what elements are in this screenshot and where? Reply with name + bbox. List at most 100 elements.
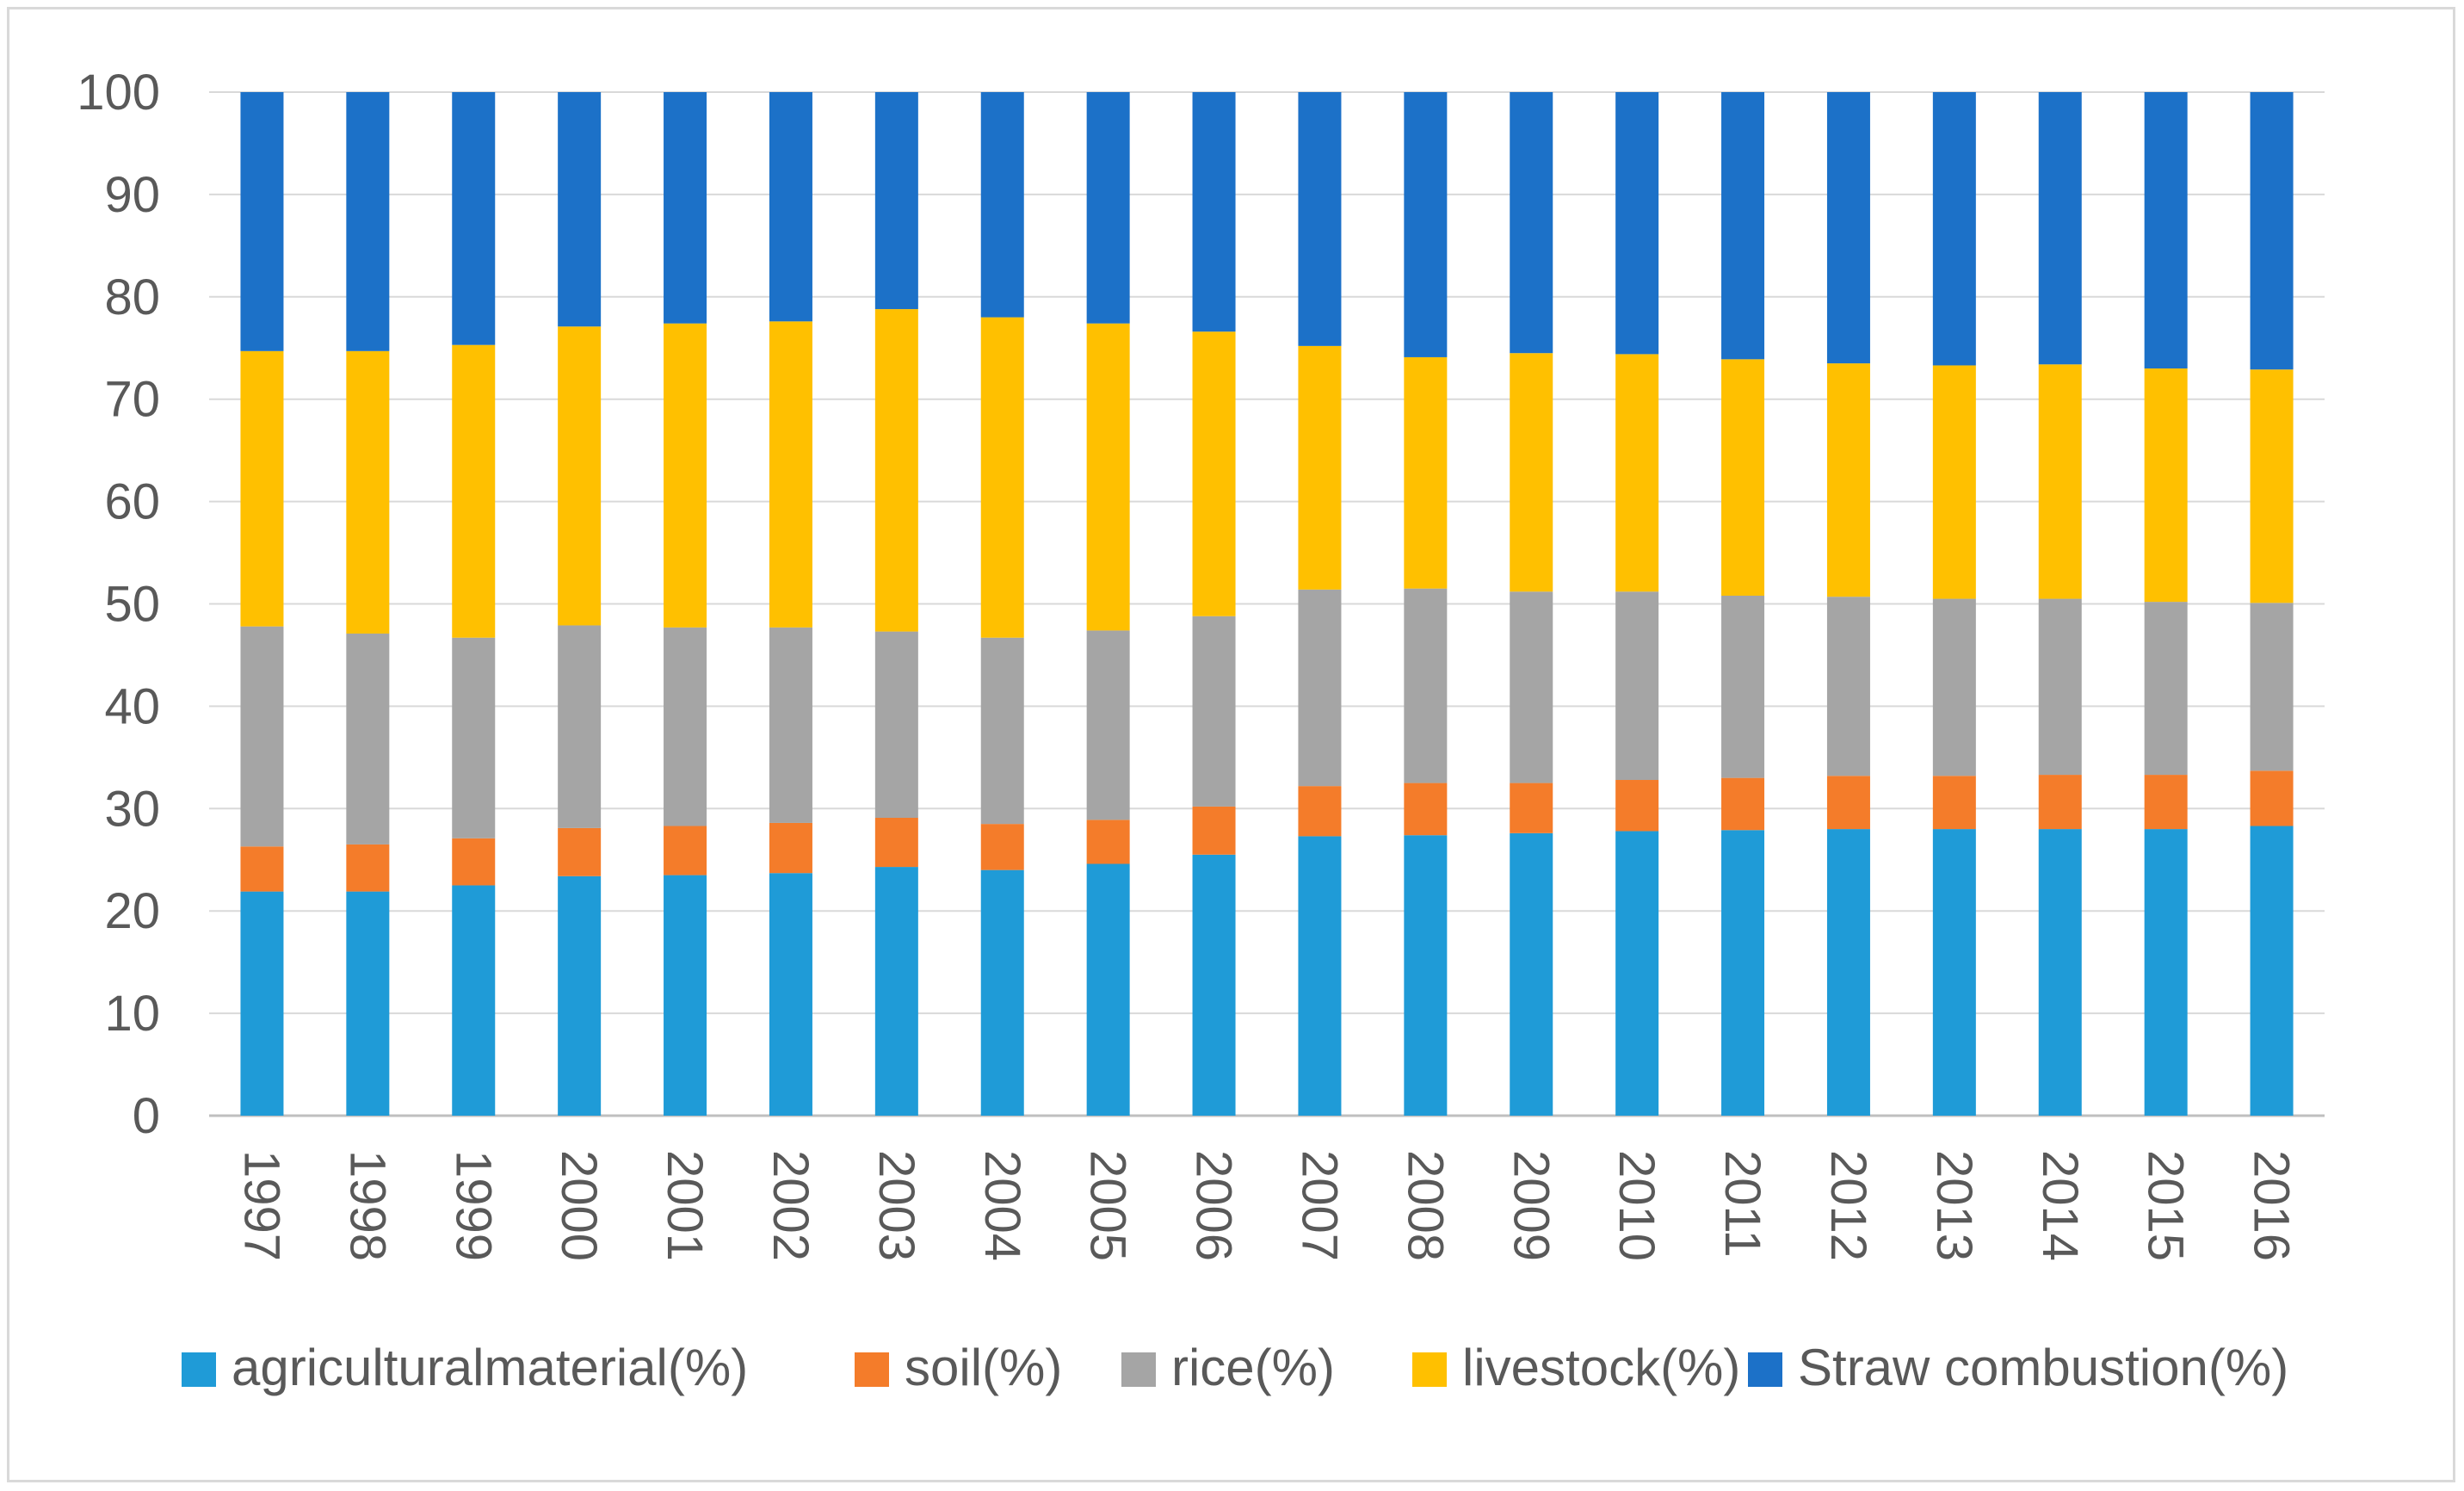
bar-segment	[1298, 345, 1342, 590]
bar-segment	[1721, 830, 1765, 1116]
y-tick-label: 60	[104, 474, 160, 530]
bar-segment	[1404, 835, 1448, 1116]
bar-segment	[558, 92, 602, 327]
legend-label: Straw combustion(%)	[1798, 1339, 2288, 1396]
legend-swatch	[182, 1352, 216, 1387]
bar-segment	[452, 344, 496, 638]
legend-swatch	[1748, 1352, 1782, 1387]
legend-swatch	[1412, 1352, 1447, 1387]
x-tick-label: 2000	[551, 1150, 607, 1261]
x-tick-label: 2001	[657, 1150, 713, 1261]
bar-segment	[1404, 356, 1448, 589]
bar-segment	[1615, 354, 1659, 592]
bar-segment	[1826, 92, 1870, 364]
x-tick-label: 2006	[1186, 1150, 1242, 1261]
bar-segment	[980, 317, 1024, 638]
bar-segment	[346, 844, 390, 892]
bar-segment	[1192, 616, 1236, 807]
x-tick-label: 2009	[1503, 1150, 1559, 1261]
x-tick-label: 2012	[1820, 1150, 1876, 1261]
bar-segment	[769, 321, 812, 628]
x-tick-label: 2015	[2138, 1150, 2194, 1261]
bar-segment	[1298, 92, 1342, 346]
legend-swatch	[855, 1352, 889, 1387]
x-tick-label: 2013	[1926, 1150, 1982, 1261]
bar-segment	[1721, 595, 1765, 778]
bar-segment	[452, 838, 496, 886]
bar-segment	[1510, 353, 1553, 592]
legend-swatch	[1121, 1352, 1156, 1387]
bar-segment	[1192, 92, 1236, 332]
bar-segment	[2038, 92, 2082, 365]
x-tick-label: 2007	[1291, 1150, 1347, 1261]
bar-segment	[1510, 591, 1553, 783]
bar-segment	[240, 350, 284, 627]
bar-segment	[558, 875, 602, 1116]
x-tick-label: 2014	[2032, 1150, 2088, 1261]
bar-segment	[1510, 92, 1553, 354]
bar-segment	[2144, 775, 2188, 830]
bar-segment	[769, 627, 812, 823]
chart-frame: 0 10 20 30 40 50 60 70 80 90 100 1997 1998 1999 2000 20…	[7, 7, 2455, 1482]
bar-segment	[1932, 776, 1976, 830]
x-tick-label: 2005	[1080, 1150, 1136, 1261]
bar-segment	[452, 637, 496, 838]
bar-segment	[452, 92, 496, 345]
bar-segment	[769, 92, 812, 322]
bar-segment	[558, 326, 602, 626]
bar-segment	[874, 309, 918, 632]
y-tick-label: 80	[104, 269, 160, 325]
x-tick-label: 1998	[339, 1150, 395, 1261]
bar-segment	[1826, 363, 1870, 597]
bar-segment	[1404, 588, 1448, 783]
bar-segment	[346, 633, 390, 844]
bar-segment	[2038, 829, 2082, 1116]
bar-segment	[1932, 365, 1976, 599]
bar-segment	[558, 827, 602, 876]
bar-segment	[2144, 368, 2188, 603]
bar-segment	[1615, 591, 1659, 781]
bar-segment	[2144, 602, 2188, 776]
legend-label: livestock(%)	[1462, 1339, 1740, 1396]
bar-segment	[2038, 775, 2082, 830]
bar-segment	[1404, 783, 1448, 836]
bar-segment	[980, 92, 1024, 318]
stacked-bar-chart: 0 10 20 30 40 50 60 70 80 90 100 1997 1998 1999 2000 20…	[77, 65, 2325, 1396]
bar-segment	[874, 92, 918, 310]
y-tick-label: 10	[104, 986, 160, 1042]
bar-segment	[558, 625, 602, 828]
bar-segment	[664, 826, 707, 875]
bar-segment	[1932, 829, 1976, 1116]
bar-segment	[2144, 829, 2188, 1116]
y-tick-label: 90	[104, 167, 160, 223]
bar-segment	[2250, 603, 2294, 771]
x-tick-label: 1999	[445, 1150, 501, 1261]
bar-segment	[1086, 92, 1130, 324]
bar-segment	[2250, 369, 2294, 603]
bar-segment	[240, 626, 284, 847]
bar-segment	[2038, 364, 2082, 599]
bar-segment	[1086, 630, 1130, 820]
bar-segment	[769, 873, 812, 1116]
gridlines	[209, 91, 2325, 1117]
bar-segment	[1932, 92, 1976, 366]
bar-segment	[2038, 598, 2082, 776]
bar-segment	[1298, 589, 1342, 787]
bar-segment	[1615, 831, 1659, 1116]
legend-label: rice(%)	[1171, 1339, 1335, 1396]
bar-segment	[240, 846, 284, 892]
bar-segment	[769, 822, 812, 874]
x-tick-label: 2016	[2244, 1150, 2300, 1261]
bar-segment	[1086, 323, 1130, 631]
bar-segment	[1192, 331, 1236, 616]
bar-segment	[240, 92, 284, 351]
bar-segment	[240, 891, 284, 1116]
legend-label: agriculturalmaterial(%)	[232, 1339, 748, 1396]
bar-segment	[1086, 863, 1130, 1116]
bar-segment	[980, 637, 1024, 825]
bar-segment	[1510, 783, 1553, 833]
bar-segment	[452, 885, 496, 1116]
bar-segment	[1721, 359, 1765, 596]
bar-segment	[1086, 820, 1130, 864]
bar-segment	[2250, 826, 2294, 1116]
